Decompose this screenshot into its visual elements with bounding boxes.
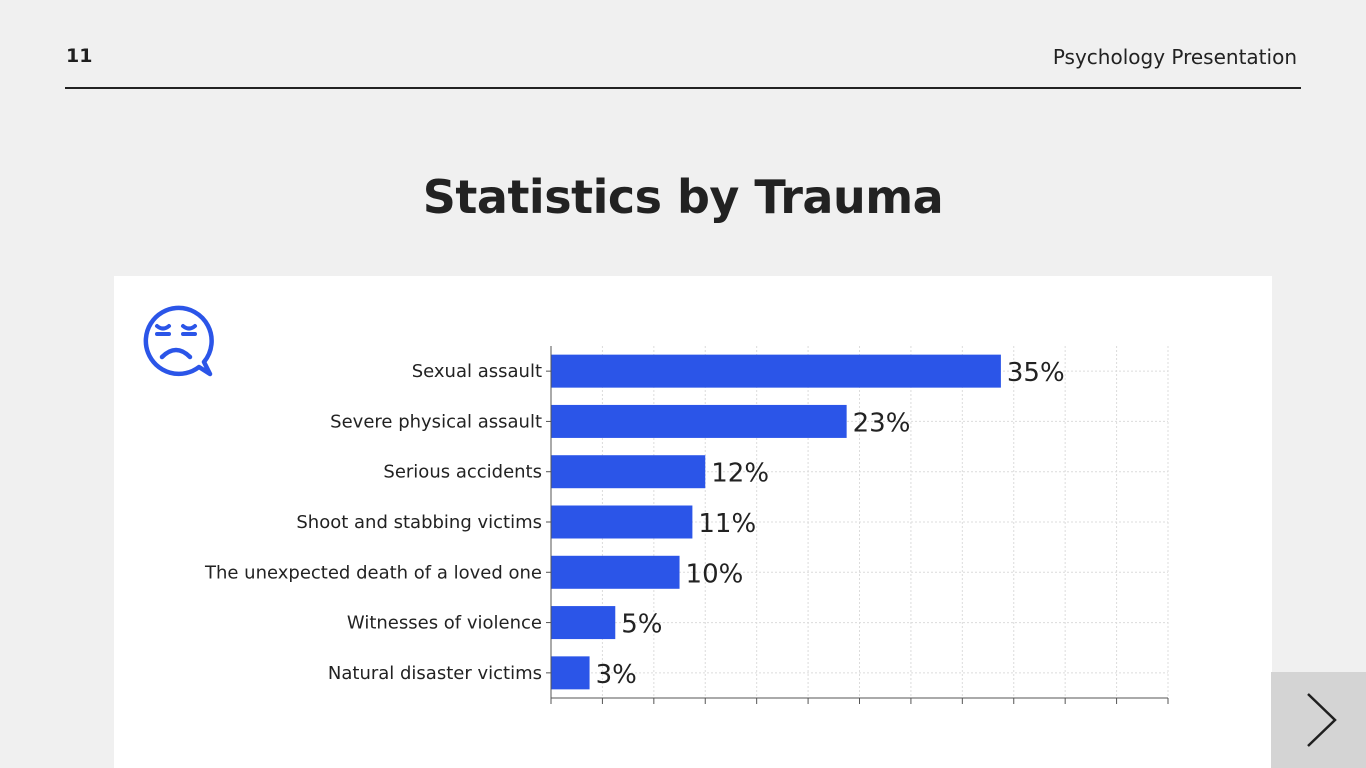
category-label: Severe physical assault: [330, 411, 542, 432]
category-label: Witnesses of violence: [347, 613, 542, 634]
slide-title: Statistics by Trauma: [422, 170, 944, 224]
bar: [551, 656, 590, 690]
page-number: 11: [66, 45, 93, 67]
category-label: Natural disaster victims: [328, 663, 542, 684]
data-label: 35%: [1007, 358, 1065, 388]
bar: [551, 404, 847, 438]
category-label: The unexpected death of a loved one: [204, 562, 542, 583]
data-label: 12%: [711, 459, 769, 489]
bar: [551, 505, 693, 539]
bar: [551, 555, 680, 589]
bar: [551, 606, 616, 640]
data-label: 11%: [698, 509, 756, 539]
header-rule: [65, 87, 1301, 89]
chevron-right-icon: [1307, 693, 1337, 747]
bar-chart: Sexual assault 35% Severe physical assault…: [204, 346, 1169, 704]
deck-title: Psychology Presentation: [1052, 45, 1297, 69]
sad-face-speech-bubble-icon: [143, 305, 214, 377]
category-label: Serious accidents: [383, 462, 542, 483]
category-label: Sexual assault: [412, 361, 542, 382]
next-slide-button[interactable]: [1271, 672, 1366, 768]
data-label: 10%: [686, 559, 744, 589]
category-label: Shoot and stabbing victims: [296, 512, 542, 533]
bar: [551, 455, 706, 489]
chart-card: Sexual assault 35% Severe physical assault…: [114, 276, 1272, 768]
data-label: 5%: [621, 610, 662, 640]
data-label: 3%: [596, 660, 637, 690]
data-label: 23%: [853, 408, 911, 438]
bar: [551, 354, 1001, 388]
